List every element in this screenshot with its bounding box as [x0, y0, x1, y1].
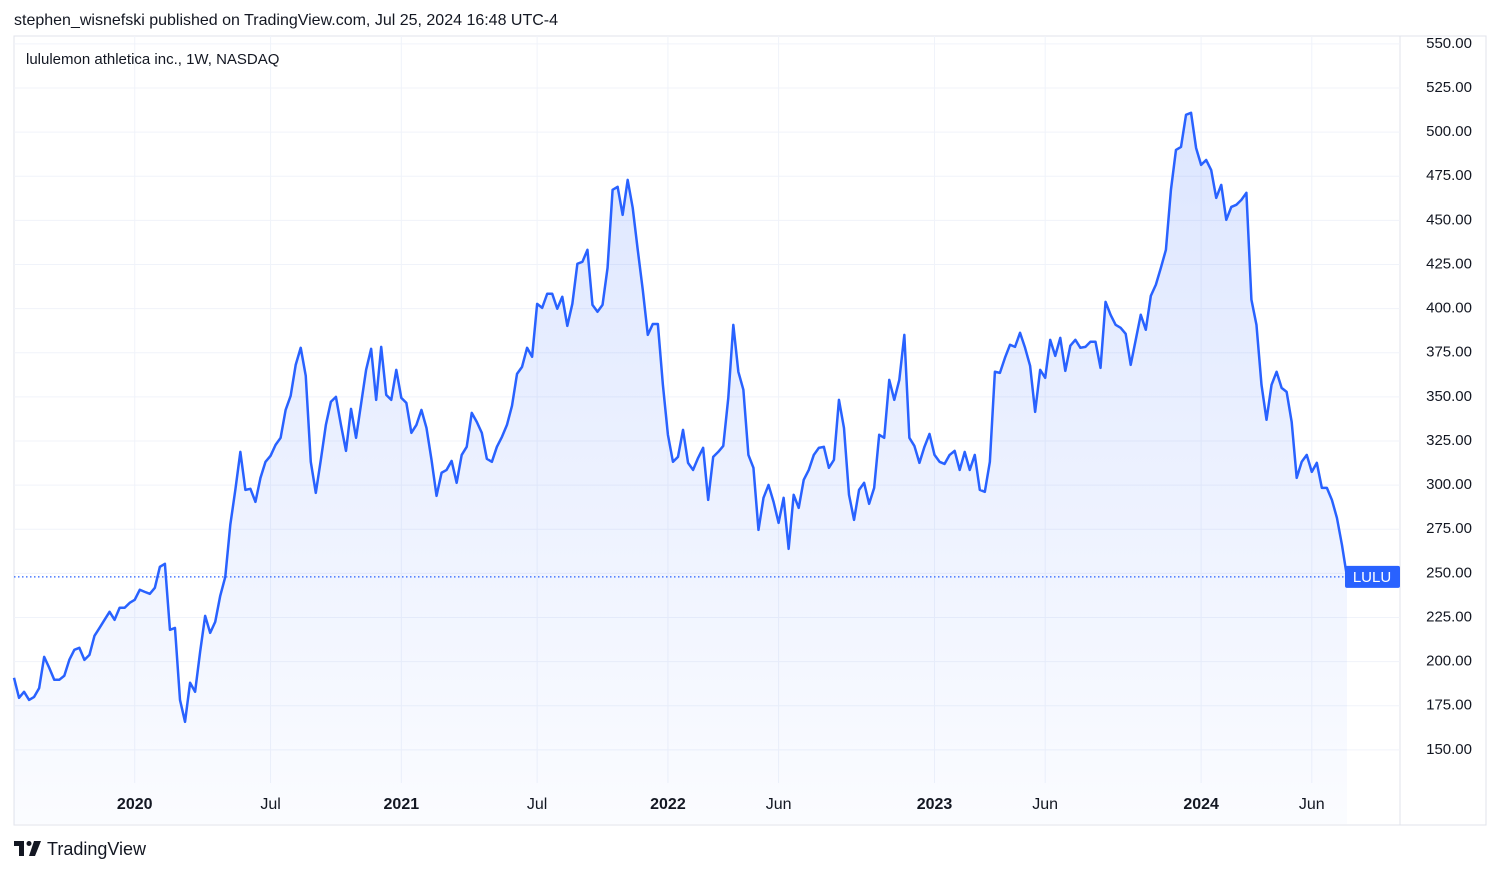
- x-tick-label: 2021: [384, 796, 420, 813]
- y-tick-label: 375.00: [1426, 344, 1472, 361]
- header: stephen_wisnefski published on TradingVi…: [14, 12, 558, 29]
- chart-title: lululemon athletica inc., 1W, NASDAQ: [26, 51, 279, 68]
- y-tick-label: 525.00: [1426, 79, 1472, 96]
- brand: TradingView: [47, 839, 147, 859]
- x-tick-label: 2024: [1183, 796, 1219, 813]
- plot: LULU: [12, 111, 1400, 825]
- x-tick-label: Jul: [527, 796, 547, 813]
- y-tick-label: 250.00: [1426, 564, 1472, 581]
- x-tick-label: 2023: [917, 796, 953, 813]
- y-tick-label: 350.00: [1426, 388, 1472, 405]
- chart-frame: [13, 35, 1487, 826]
- axes: 150.00 175.00 200.00 225.00 250.00 275.00 300.…: [117, 35, 1472, 813]
- y-tick-label: 475.00: [1426, 167, 1472, 184]
- logo-part: [14, 841, 24, 856]
- y-tick-label: 175.00: [1426, 697, 1472, 714]
- logo-part: [26, 841, 32, 846]
- area: [14, 112, 1347, 825]
- y-tick-label: 300.00: [1426, 476, 1472, 493]
- y-tick-label: 275.00: [1426, 520, 1472, 537]
- y-tick-label: 200.00: [1426, 653, 1472, 670]
- logo-part: [29, 841, 41, 856]
- x-tick-label: Jun: [766, 796, 792, 813]
- x-tick-label: Jul: [260, 796, 280, 813]
- y-tick-label: 150.00: [1426, 741, 1472, 758]
- y-tick-label: 225.00: [1426, 608, 1472, 625]
- y-tick-label: 450.00: [1426, 211, 1472, 228]
- x-tick-label: 2022: [650, 796, 686, 813]
- x-tick-label: 2020: [117, 796, 153, 813]
- series-name: LULU: [1353, 569, 1391, 586]
- y-tick-label: 325.00: [1426, 432, 1472, 449]
- y-tick-label: 425.00: [1426, 255, 1472, 272]
- line: [12, 111, 1349, 724]
- y-tick-label: 550.00: [1426, 35, 1472, 52]
- brand-logo: [14, 841, 41, 856]
- x-tick-label: Jun: [1299, 796, 1325, 813]
- series-badge: [1345, 565, 1400, 588]
- x-tick-label: Jun: [1032, 796, 1058, 813]
- y-tick-label: 500.00: [1426, 123, 1472, 140]
- y-tick-label: 400.00: [1426, 300, 1472, 317]
